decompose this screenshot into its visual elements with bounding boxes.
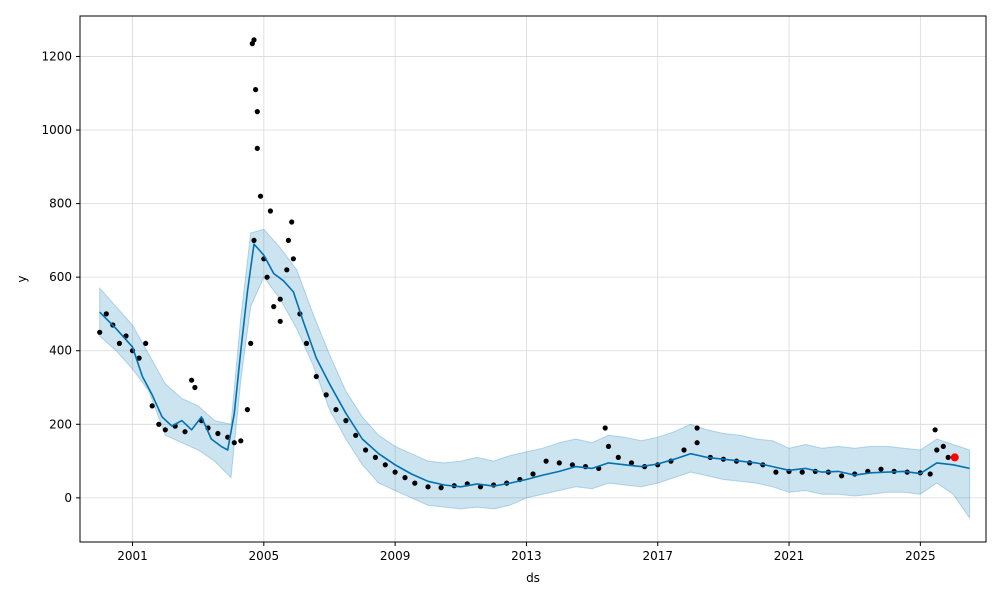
observed-point — [425, 484, 431, 490]
observed-point — [839, 473, 845, 479]
observed-point — [878, 466, 884, 472]
observed-point — [248, 340, 254, 346]
trend-line — [99, 243, 970, 488]
observed-point — [392, 469, 398, 475]
observed-point — [615, 454, 621, 460]
observed-point — [543, 458, 549, 464]
observed-point — [569, 462, 576, 468]
observed-point — [189, 377, 195, 383]
observed-point — [694, 425, 700, 431]
y-tick-label: 1000 — [41, 123, 72, 137]
observed-point — [694, 440, 700, 446]
observed-point — [136, 355, 142, 361]
x-tick-label: 2021 — [774, 549, 805, 563]
x-tick-label: 2013 — [511, 549, 542, 563]
observed-point — [156, 421, 162, 427]
observed-point — [254, 109, 260, 115]
observed-point — [143, 340, 149, 346]
trend-series-line — [99, 243, 970, 488]
observed-point — [215, 430, 221, 437]
observed-point — [530, 471, 536, 477]
y-tick-label: 400 — [49, 344, 72, 358]
x-tick-label: 2001 — [117, 549, 148, 563]
observed-point — [290, 256, 296, 262]
forecast-marker — [950, 453, 959, 462]
observed-point — [116, 340, 122, 346]
observed-point — [681, 447, 687, 453]
observed-point — [382, 462, 388, 468]
observed-point — [602, 425, 608, 431]
observed-point — [932, 427, 938, 433]
y-tick-label: 1200 — [41, 49, 72, 63]
observed-point — [103, 311, 109, 317]
x-tick-label: 2005 — [249, 549, 280, 563]
x-tick-label: 2025 — [905, 549, 936, 563]
observed-point — [945, 454, 951, 460]
observed-point — [149, 403, 155, 409]
observed-point — [231, 440, 237, 446]
observed-point — [940, 443, 946, 449]
observed-point — [353, 432, 359, 438]
plot-frame — [79, 15, 987, 543]
observed-point — [323, 392, 329, 398]
observed-point — [412, 480, 418, 486]
observed-point — [277, 318, 283, 324]
observed-point — [285, 237, 291, 243]
forecast-point — [950, 453, 959, 462]
observed-point — [264, 274, 270, 280]
y-axis-label: y — [15, 275, 29, 282]
y-tick-label: 0 — [64, 491, 72, 505]
ticks: 2001 2005 2009 2013 2017 2021 2025 0 200 400 600 80… — [41, 49, 935, 563]
grid — [80, 16, 986, 542]
observed-point — [477, 484, 484, 490]
uncertainty-band — [99, 228, 971, 520]
observed-point — [934, 447, 940, 453]
observed-point — [289, 219, 295, 225]
y-tick-label: 800 — [49, 197, 72, 211]
observed-point — [773, 469, 779, 475]
observed-point — [605, 443, 612, 449]
x-tick-label: 2009 — [380, 549, 411, 563]
observed-point — [556, 460, 562, 466]
observed-point — [97, 329, 103, 335]
observed-point — [284, 267, 290, 273]
observed-point — [927, 471, 933, 477]
y-tick-label: 600 — [49, 270, 72, 284]
y-tick-label: 200 — [49, 417, 72, 431]
observed-point — [251, 37, 257, 43]
observed-point — [182, 429, 188, 435]
observed-point — [254, 145, 260, 151]
observed-point — [402, 475, 408, 481]
observed-point — [271, 304, 277, 310]
observed-point — [333, 407, 339, 413]
observed-point — [313, 373, 319, 380]
observed-point — [162, 427, 168, 433]
observed-point — [303, 340, 310, 346]
observed-point — [343, 418, 349, 424]
observed-point — [277, 296, 283, 302]
observed-point — [363, 447, 369, 453]
observed-point — [438, 485, 444, 491]
x-axis-label: ds — [526, 571, 540, 585]
observed-point — [628, 460, 635, 466]
observed-point — [251, 237, 257, 243]
observed-point — [238, 438, 244, 444]
observed-point — [372, 454, 378, 460]
observed-point — [257, 193, 264, 199]
uncertainty-band-area — [99, 228, 971, 520]
observed-point — [192, 384, 198, 391]
observed-point — [267, 208, 273, 214]
x-tick-label: 2017 — [642, 549, 673, 563]
observed-point — [799, 469, 805, 475]
observed-point — [244, 407, 250, 413]
observed-point — [253, 87, 259, 93]
